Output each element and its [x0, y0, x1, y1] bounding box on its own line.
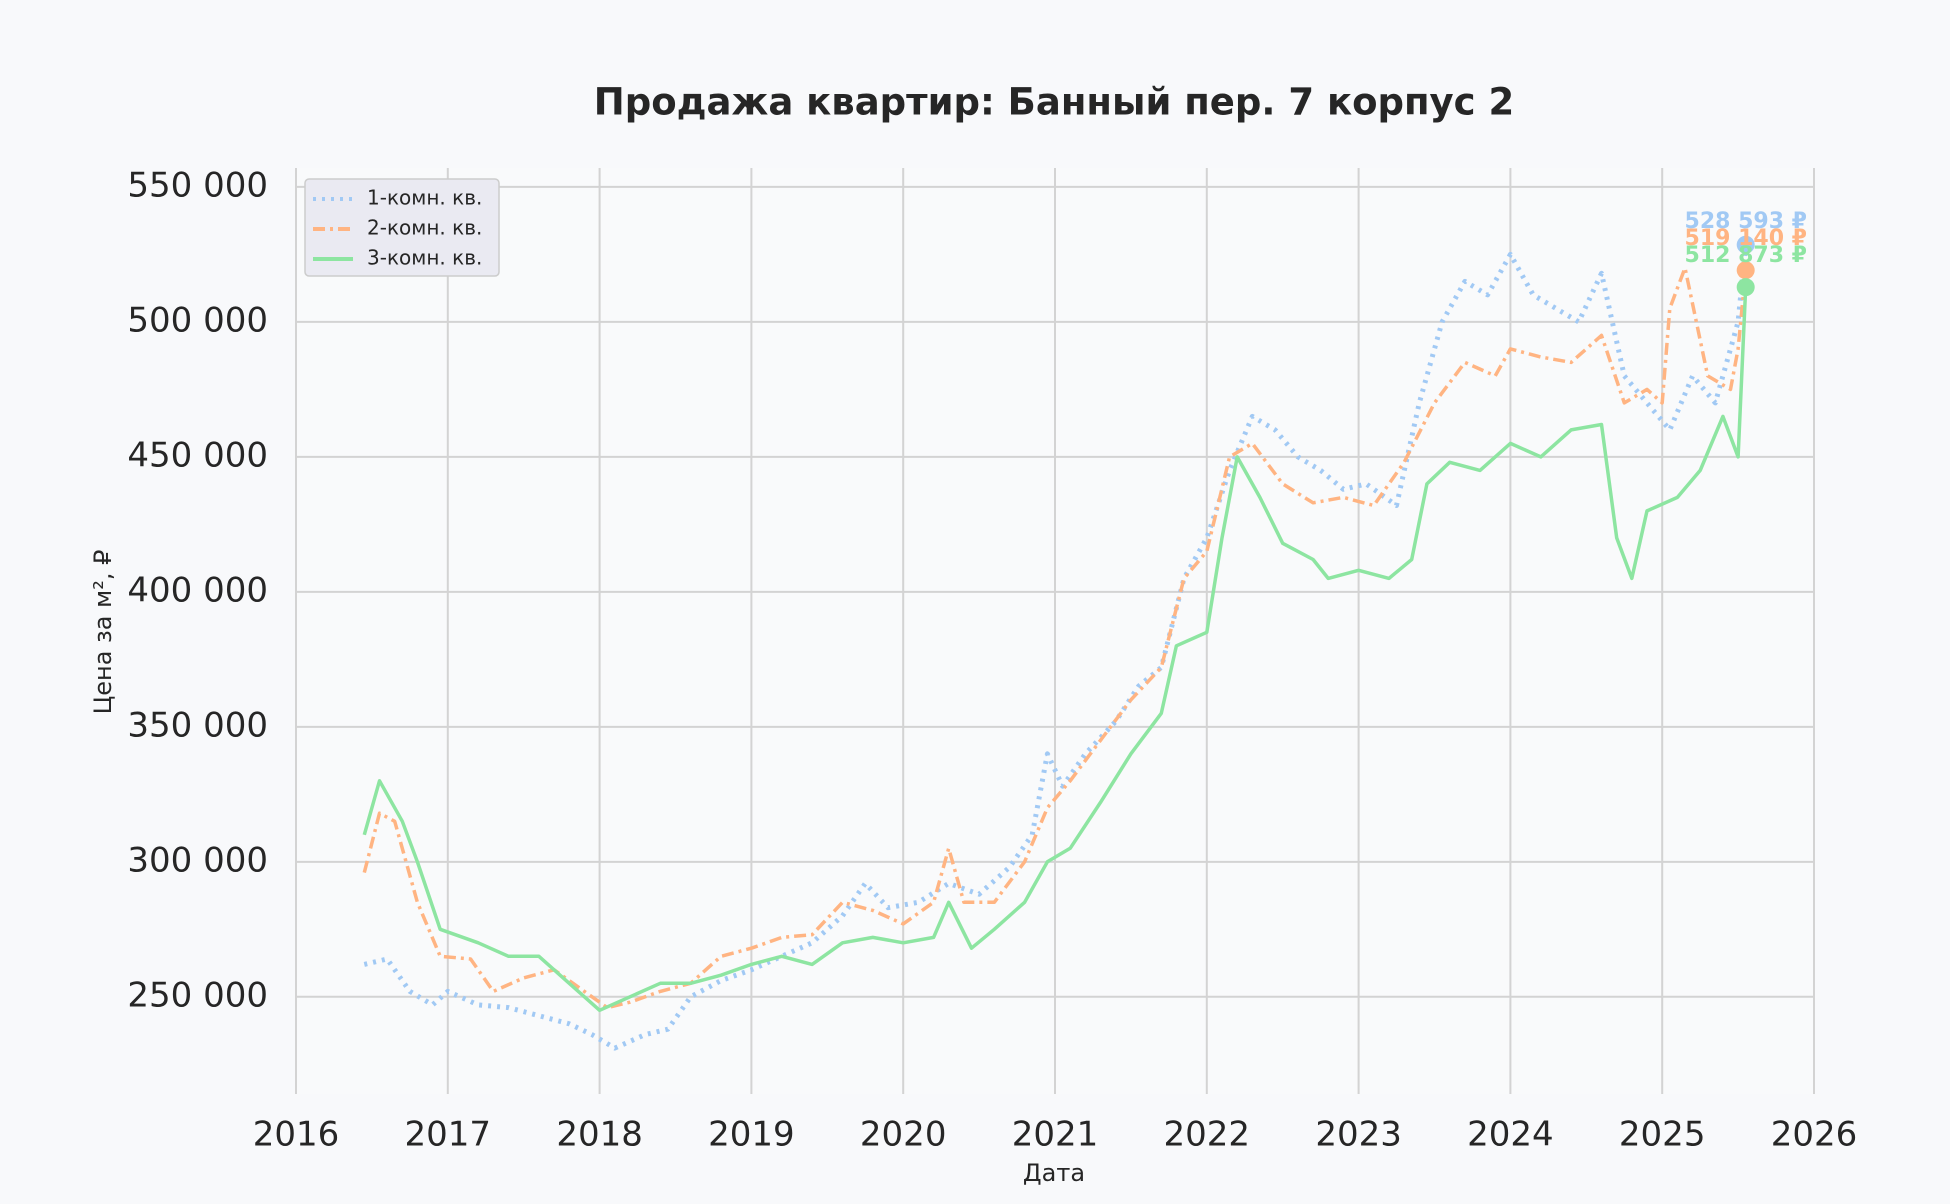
y-tick-label: 500 000: [127, 300, 268, 340]
end-marker: [1736, 235, 1755, 254]
legend-box: [304, 178, 500, 277]
data-line: [362, 266, 1748, 1010]
data-line: [362, 287, 1748, 1013]
legend-label: 3-комн. кв.: [367, 246, 482, 270]
x-tick-label: 2018: [556, 1115, 643, 1155]
y-tick-label: 300 000: [127, 840, 268, 880]
y-tick-label: 450 000: [127, 435, 268, 475]
y-axis-label: Цена за м², ₽: [89, 550, 117, 715]
end-marker: [1736, 278, 1755, 297]
x-tick-label: 2025: [1619, 1115, 1706, 1155]
x-tick-label: 2020: [860, 1115, 947, 1155]
legend-label: 1-комн. кв.: [367, 186, 482, 210]
x-axis-label: Дата: [1023, 1159, 1085, 1187]
end-label: 528 593 ₽: [1685, 209, 1807, 234]
end-label: 519 140 ₽: [1685, 226, 1807, 251]
y-tick-label: 250 000: [127, 975, 268, 1015]
end-marker: [1736, 261, 1755, 280]
y-tick-label: 550 000: [127, 165, 268, 205]
x-tick-label: 2016: [253, 1115, 340, 1155]
end-labels: 528 593 ₽519 140 ₽512 873 ₽: [1685, 209, 1807, 297]
lines: [362, 244, 1749, 1051]
y-tick-label: 400 000: [127, 570, 268, 610]
x-tick-label: 2022: [1164, 1115, 1251, 1155]
legend: 1-комн. кв. 2-комн. кв. 3-комн. кв.: [304, 178, 500, 277]
grid: 250 000 300 000 350 000 400 000 450 000 500 0…: [127, 165, 1857, 1154]
x-tick-label: 2017: [405, 1115, 492, 1155]
x-tick-label: 2021: [1012, 1115, 1099, 1155]
x-tick-label: 2023: [1315, 1115, 1402, 1155]
legend-label: 2-комн. кв.: [367, 216, 482, 240]
chart-title: Продажа квартир: Банный пер. 7 корпус 2: [594, 81, 1514, 124]
x-tick-label: 2026: [1771, 1115, 1858, 1155]
x-tick-label: 2019: [708, 1115, 795, 1155]
x-tick-label: 2024: [1467, 1115, 1554, 1155]
y-tick-label: 350 000: [127, 705, 268, 745]
end-label: 512 873 ₽: [1685, 243, 1807, 268]
